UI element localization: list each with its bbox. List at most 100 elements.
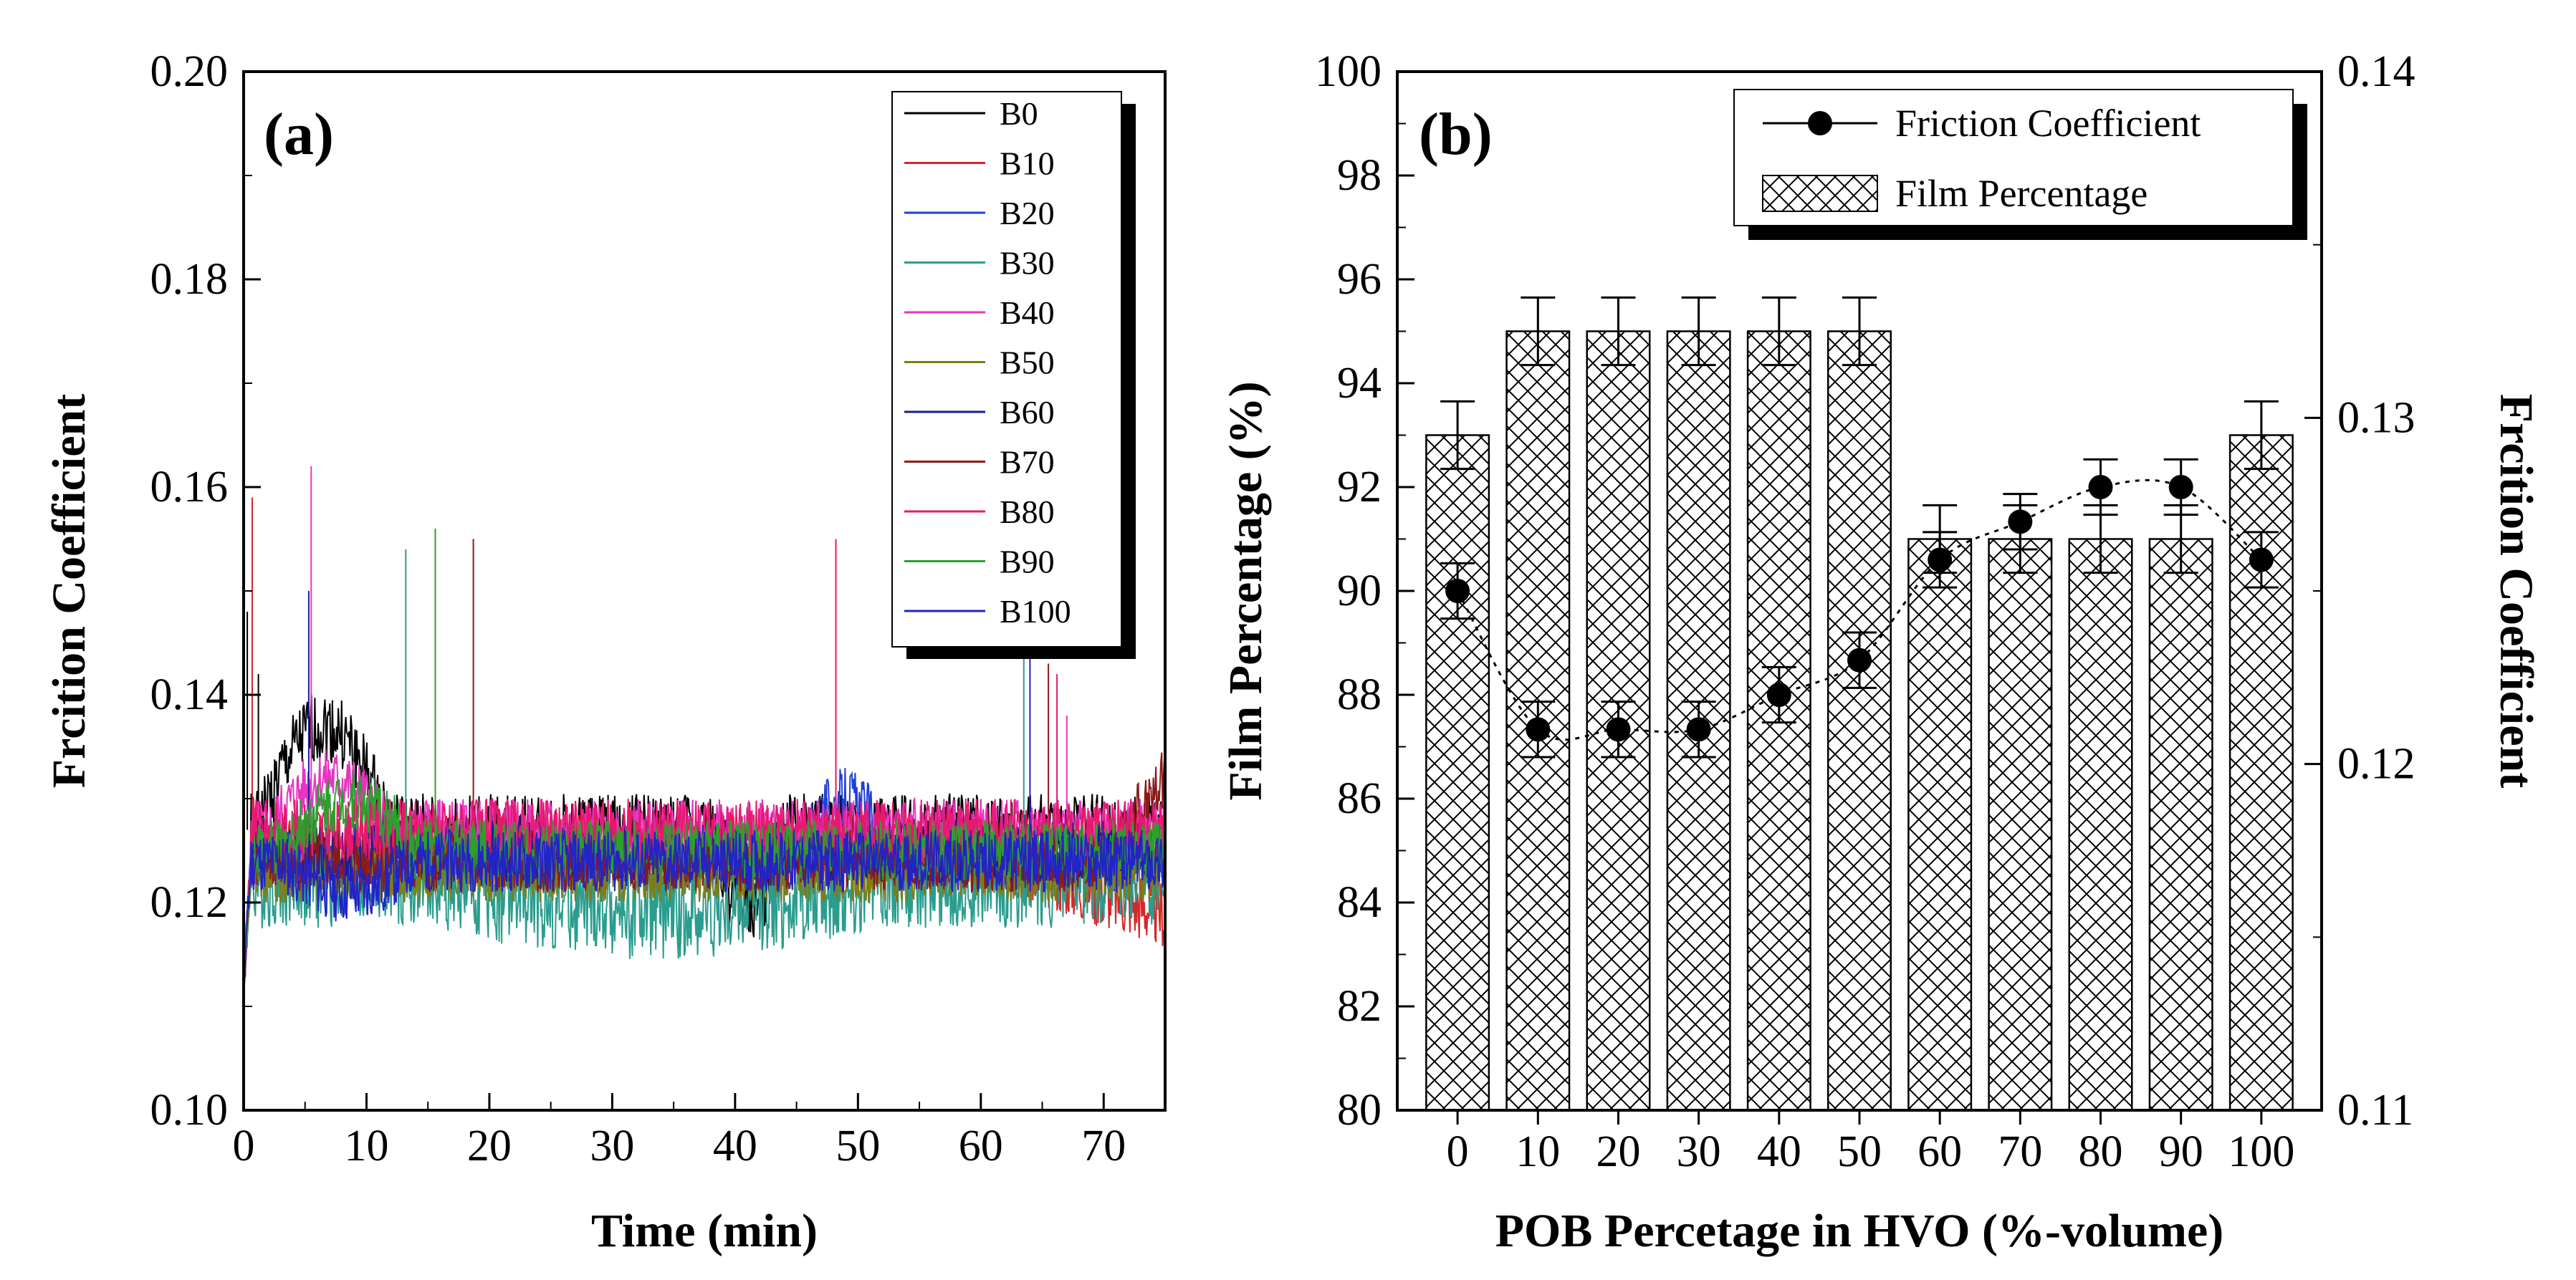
panel-b-y-tick-label: 100 xyxy=(1315,47,1382,96)
panel-b-friction-point xyxy=(1606,717,1631,742)
panel-b-film-error-bar xyxy=(1761,296,1796,367)
panel-b-friction-point xyxy=(1445,579,1470,603)
panel-a-y-tick-label: 0.16 xyxy=(150,463,229,511)
panel-b-x-tick-label: 0 xyxy=(1447,1127,1469,1176)
panel-a-x-tick-label: 10 xyxy=(344,1122,388,1170)
panel-b-x-tick-label: 90 xyxy=(2159,1127,2203,1176)
panel-b-y-tick-label: 98 xyxy=(1337,151,1382,200)
panel-b-y-tick-label: 96 xyxy=(1337,255,1382,304)
panel-b-x-tick-label: 30 xyxy=(1677,1127,1721,1176)
panel-b-friction-point xyxy=(2249,547,2274,572)
panel-a-legend-label-B20: B20 xyxy=(1000,195,1055,231)
panel-b-x-tick-label: 40 xyxy=(1757,1127,1801,1176)
panel-b-film-bar xyxy=(2068,538,2133,1112)
legend-friction-marker xyxy=(1808,111,1832,135)
panel-b-friction-point xyxy=(1928,547,1953,572)
panel-a-legend-label-B40: B40 xyxy=(1000,294,1055,331)
panel-b-label: (b) xyxy=(1419,101,1493,168)
panel-a-legend-label-B70: B70 xyxy=(1000,444,1055,481)
panel-a-x-tick-label: 0 xyxy=(233,1122,255,1170)
panel-a-legend-label-B100: B100 xyxy=(1000,593,1071,630)
panel-b-y-axis-title: Film Percentage (%) xyxy=(1220,381,1272,800)
panel-b-bars xyxy=(1425,330,2294,1112)
panel-a-y-tick-label: 0.12 xyxy=(150,878,229,927)
panel-b-y2-tick-label: 0.12 xyxy=(2337,740,2415,789)
panel-b-y2-tick-label: 0.11 xyxy=(2337,1086,2413,1135)
panel-b-film-bar xyxy=(2148,538,2213,1112)
panel-a-x-tick-label: 30 xyxy=(590,1122,634,1170)
legend-film-swatch xyxy=(1762,175,1878,212)
panel-b-friction-point xyxy=(1526,717,1551,742)
panel-b-film-error-bar xyxy=(1681,296,1716,367)
panel-b-y2-tick-label: 0.14 xyxy=(2337,47,2415,96)
panel-b-y-tick-label: 90 xyxy=(1337,567,1382,615)
panel-b-x-tick-label: 60 xyxy=(1917,1127,1962,1176)
panel-b-film-bar xyxy=(1988,538,2053,1112)
panel-a-y-tick-label: 0.20 xyxy=(150,47,229,96)
panel-b-x-axis-title: POB Percetage in HVO (%-volume) xyxy=(1495,1205,2224,1257)
panel-a-x-ticks: 0 10 20 30 40 50 60 70 xyxy=(233,1093,1126,1170)
panel-b-x-ticks: 0 10 20 30 40 50 60 70 80 90 100 xyxy=(1447,1110,2294,1176)
panel-a-series-line-B100 xyxy=(243,643,1166,994)
panel-a-legend-label-B30: B30 xyxy=(1000,245,1055,281)
panel-a-legend-label-B0: B0 xyxy=(1000,95,1038,132)
panel-b-friction-point xyxy=(2168,475,2193,499)
panel-b-y-ticks: 80 82 84 86 88 90 92 94 96 98 100 xyxy=(1315,47,1414,1135)
panel-b-legend: Friction Coefficient Film Percentage xyxy=(1733,89,2307,240)
panel-a-y-ticks: 0.10 0.12 0.14 0.16 0.18 0.20 xyxy=(150,47,261,1135)
panel-a-legend-label-B80: B80 xyxy=(1000,494,1055,530)
panel-b-film-error-bar xyxy=(1601,296,1636,367)
panel-a-legend: B0 B10 B20 B30 B40 B50 B60 B70 B80 B90 B100 xyxy=(891,91,1136,659)
panel-a-x-tick-label: 20 xyxy=(467,1122,512,1170)
panel-b-friction-point xyxy=(1766,683,1791,707)
panel-b-y-tick-label: 92 xyxy=(1337,463,1382,511)
panel-b-x-tick-label: 70 xyxy=(1998,1127,2042,1176)
panel-b-friction-point xyxy=(1686,717,1711,742)
panel-b-friction-point xyxy=(2088,475,2113,499)
panel-a-x-tick-label: 50 xyxy=(835,1122,880,1170)
panel-b-film-error-bar xyxy=(2244,400,2279,471)
panel-b-friction-points xyxy=(1445,475,2274,742)
panel-b-y-tick-label: 88 xyxy=(1337,670,1382,719)
panel-a-y-tick-label: 0.10 xyxy=(150,1086,229,1135)
panel-b-x-tick-label: 10 xyxy=(1516,1127,1560,1176)
panel-a-x-tick-label: 60 xyxy=(959,1122,1003,1170)
panel-b-film-error-bar xyxy=(1842,296,1877,367)
panel-a-chart: 0 10 20 30 40 50 60 70 0.10 0.12 0.14 0.16 0.18 0.20… xyxy=(43,47,1167,1257)
panel-a-legend-box xyxy=(891,91,1122,648)
panel-a-series-group xyxy=(243,466,1166,1002)
panel-b-x-tick-label: 80 xyxy=(2079,1127,2123,1176)
panel-b-y2-tick-label: 0.13 xyxy=(2337,393,2415,442)
panel-b-friction-point xyxy=(1847,648,1872,673)
panel-a-x-tick-label: 40 xyxy=(713,1122,757,1170)
panel-b-y2-ticks: 0.11 0.12 0.13 0.14 xyxy=(2304,47,2415,1135)
panel-a-x-tick-label: 70 xyxy=(1081,1122,1126,1170)
panel-b-y-tick-label: 80 xyxy=(1337,1086,1382,1135)
panel-b-y-tick-label: 84 xyxy=(1337,878,1382,927)
panel-a-y-tick-label: 0.18 xyxy=(150,255,229,304)
panel-a-legend-label-B10: B10 xyxy=(1000,145,1055,182)
panel-a-x-axis-title: Time (min) xyxy=(591,1205,818,1257)
panel-a-legend-label-B60: B60 xyxy=(1000,394,1055,430)
panel-b-film-error-bar xyxy=(1521,296,1556,367)
panel-b-y-tick-label: 82 xyxy=(1337,982,1382,1031)
panel-b-film-bar xyxy=(1425,434,1490,1112)
panel-b-x-tick-label: 50 xyxy=(1837,1127,1882,1176)
panel-b-film-error-bar xyxy=(1440,400,1475,471)
panel-a-legend-label-B90: B90 xyxy=(1000,544,1055,580)
panel-a-y-tick-label: 0.14 xyxy=(150,670,229,719)
panel-b-film-bar xyxy=(1907,538,1973,1112)
panel-b-y-tick-label: 94 xyxy=(1337,359,1382,408)
panel-a-label: (a) xyxy=(264,101,334,168)
legend-friction-label: Friction Coefficient xyxy=(1895,102,2201,145)
panel-b-x-tick-label: 100 xyxy=(2228,1127,2294,1176)
legend-film-label: Film Percentage xyxy=(1895,172,2148,215)
panel-b-friction-point xyxy=(2008,509,2033,534)
panel-b-y-tick-label: 86 xyxy=(1337,774,1382,823)
panel-a-y-axis-title: Frcition Coefficient xyxy=(43,394,95,788)
panel-b-x-tick-label: 20 xyxy=(1596,1127,1640,1176)
panel-b-y2-axis-title: Frcition Coefficient xyxy=(2490,394,2542,788)
panel-b-chart: 0 10 20 30 40 50 60 70 80 90 100 80 82 84 86 88 90 92 94 9… xyxy=(1220,47,2542,1257)
panel-a-legend-label-B50: B50 xyxy=(1000,345,1055,381)
